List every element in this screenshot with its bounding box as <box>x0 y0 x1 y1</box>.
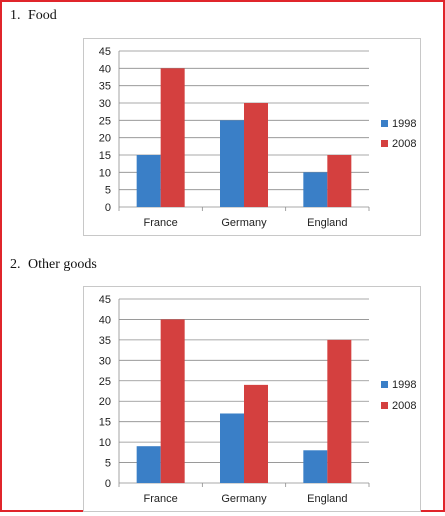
y-tick-label: 25 <box>99 376 111 388</box>
y-tick-label: 40 <box>99 314 111 326</box>
bar-2008-germany <box>244 384 268 483</box>
legend-label-2008: 2008 <box>392 138 416 150</box>
x-category-label: Germany <box>221 493 267 505</box>
x-category-label: Germany <box>221 217 267 229</box>
bar-2008-france <box>160 319 185 483</box>
bar-2008-england <box>327 339 352 483</box>
section-heading-food: 1. Food <box>10 8 57 24</box>
section-title: Food <box>28 8 57 23</box>
section-title: Other goods <box>28 257 97 272</box>
y-tick-label: 30 <box>99 98 111 110</box>
y-tick-label: 10 <box>99 167 111 179</box>
x-category-label: England <box>307 493 347 505</box>
y-tick-label: 0 <box>105 202 111 214</box>
y-tick-label: 5 <box>105 458 111 470</box>
bar-1998-germany <box>220 413 244 483</box>
x-category-label: France <box>144 493 178 505</box>
bar-2008-england <box>327 155 352 207</box>
bar-1998-england <box>303 172 328 207</box>
other-goods-bar-chart: 0 5 10 15 20 25 30 35 40 45 France Germany England 19… <box>99 294 417 505</box>
legend-label-1998: 1998 <box>392 379 416 391</box>
legend-swatch-2008 <box>381 140 388 147</box>
section-heading-other-goods: 2. Other goods <box>10 257 97 273</box>
y-tick-label: 15 <box>99 150 111 162</box>
y-tick-label: 45 <box>99 294 111 306</box>
y-tick-label: 35 <box>99 81 111 93</box>
x-category-label: France <box>144 217 178 229</box>
section-number: 1. <box>10 8 21 23</box>
y-tick-label: 20 <box>99 133 111 145</box>
x-category-label: England <box>307 217 347 229</box>
bar-1998-england <box>303 450 328 483</box>
legend-swatch-2008 <box>381 402 388 409</box>
bar-2008-france <box>160 68 185 207</box>
y-tick-label: 45 <box>99 46 111 58</box>
y-tick-label: 15 <box>99 417 111 429</box>
bar-1998-germany <box>220 120 244 207</box>
section-number: 2. <box>10 257 21 272</box>
legend-swatch-1998 <box>381 381 388 388</box>
y-tick-label: 0 <box>105 478 111 490</box>
y-tick-label: 20 <box>99 396 111 408</box>
bar-2008-germany <box>244 103 268 207</box>
legend-label-1998: 1998 <box>392 118 416 130</box>
y-tick-label: 40 <box>99 63 111 75</box>
y-tick-label: 35 <box>99 335 111 347</box>
legend-swatch-1998 <box>381 120 388 127</box>
bar-1998-france <box>136 446 161 483</box>
bar-1998-france <box>136 155 161 207</box>
y-tick-label: 30 <box>99 355 111 367</box>
other-goods-chart-box: 0 5 10 15 20 25 30 35 40 45 France Germany England 19… <box>83 286 421 512</box>
legend-label-2008: 2008 <box>392 400 416 412</box>
food-bar-chart: 0 5 10 15 20 25 30 35 40 45 France Germany England 19… <box>99 46 417 229</box>
y-tick-label: 5 <box>105 185 111 197</box>
y-tick-label: 10 <box>99 437 111 449</box>
food-chart-box: 0 5 10 15 20 25 30 35 40 45 France Germany England 19… <box>83 38 421 236</box>
y-tick-label: 25 <box>99 115 111 127</box>
